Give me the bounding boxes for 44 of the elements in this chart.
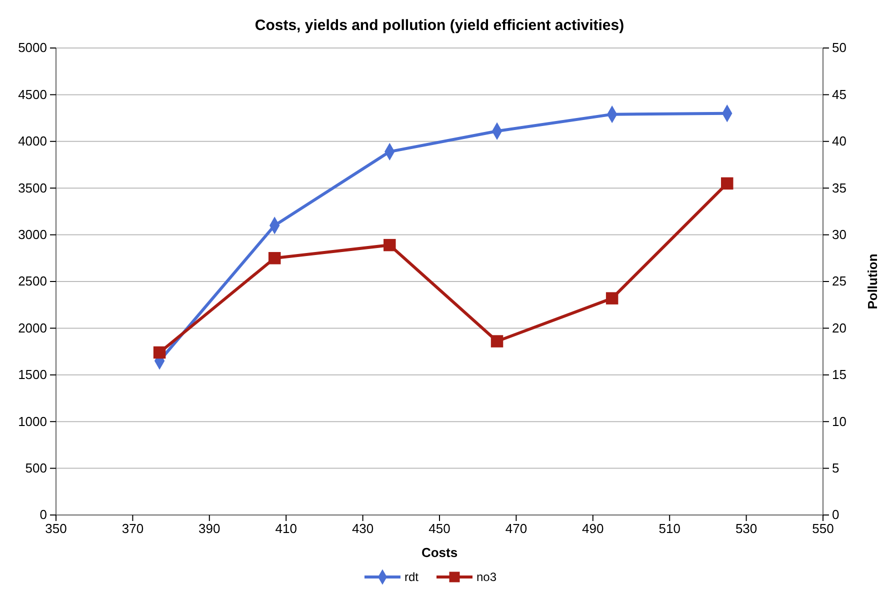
x-axis-title: Costs: [421, 545, 458, 560]
y-tick-label: 1000: [18, 414, 47, 429]
point: [153, 346, 166, 359]
x-tick-label: 350: [45, 521, 67, 536]
point: [268, 252, 281, 264]
x-tick-label: 490: [582, 521, 604, 536]
y2-tick-label: 45: [832, 86, 846, 102]
y2-tick-label: 10: [832, 414, 846, 429]
chart-title: Costs, yields and pollution (yield efficient activities): [254, 17, 624, 34]
y-tick-label: 0: [40, 507, 47, 522]
y2-tick-label: 50: [832, 40, 846, 56]
x-tick-label: 470: [505, 521, 528, 536]
point: [384, 238, 396, 252]
y-tick-label: 500: [25, 460, 47, 476]
y-tick-label: 1500: [18, 367, 47, 382]
legend-label: rdt: [404, 570, 420, 584]
x-tick-label: 450: [428, 521, 450, 536]
y2-tick-label: 20: [832, 320, 846, 336]
y-tick-label: 2500: [18, 274, 47, 289]
y2-tick-label: 35: [832, 180, 846, 196]
y2-tick-label: 30: [832, 226, 846, 242]
y-tick-label: 5000: [18, 40, 47, 56]
y2-tick-label: 15: [832, 367, 846, 382]
y2-tick-label: 40: [832, 134, 846, 149]
y-tick-label: 2000: [18, 320, 47, 336]
x-tick-label: 390: [198, 521, 220, 536]
x-tick-label: 430: [352, 521, 374, 536]
y2-tick-label: 25: [832, 274, 846, 289]
y2-tick-label: 5: [832, 460, 840, 476]
point: [606, 292, 618, 304]
x-tick-label: 530: [735, 521, 758, 536]
x-tick-label: 370: [122, 521, 144, 536]
y-tick-label: 3000: [18, 226, 47, 242]
y2-axis-title: Pollution: [865, 254, 880, 310]
point: [490, 335, 504, 348]
x-tick-label: 550: [812, 521, 834, 536]
legend-label: no3: [476, 570, 497, 584]
x-tick-label: 410: [275, 521, 297, 536]
point: [721, 177, 734, 190]
x-tick-label: 510: [658, 521, 680, 536]
y-tick-label: 4500: [18, 86, 47, 102]
y-tick-label: 3500: [18, 180, 47, 196]
y2-tick-label: 0: [832, 507, 840, 522]
y-tick-label: 4000: [18, 134, 47, 149]
